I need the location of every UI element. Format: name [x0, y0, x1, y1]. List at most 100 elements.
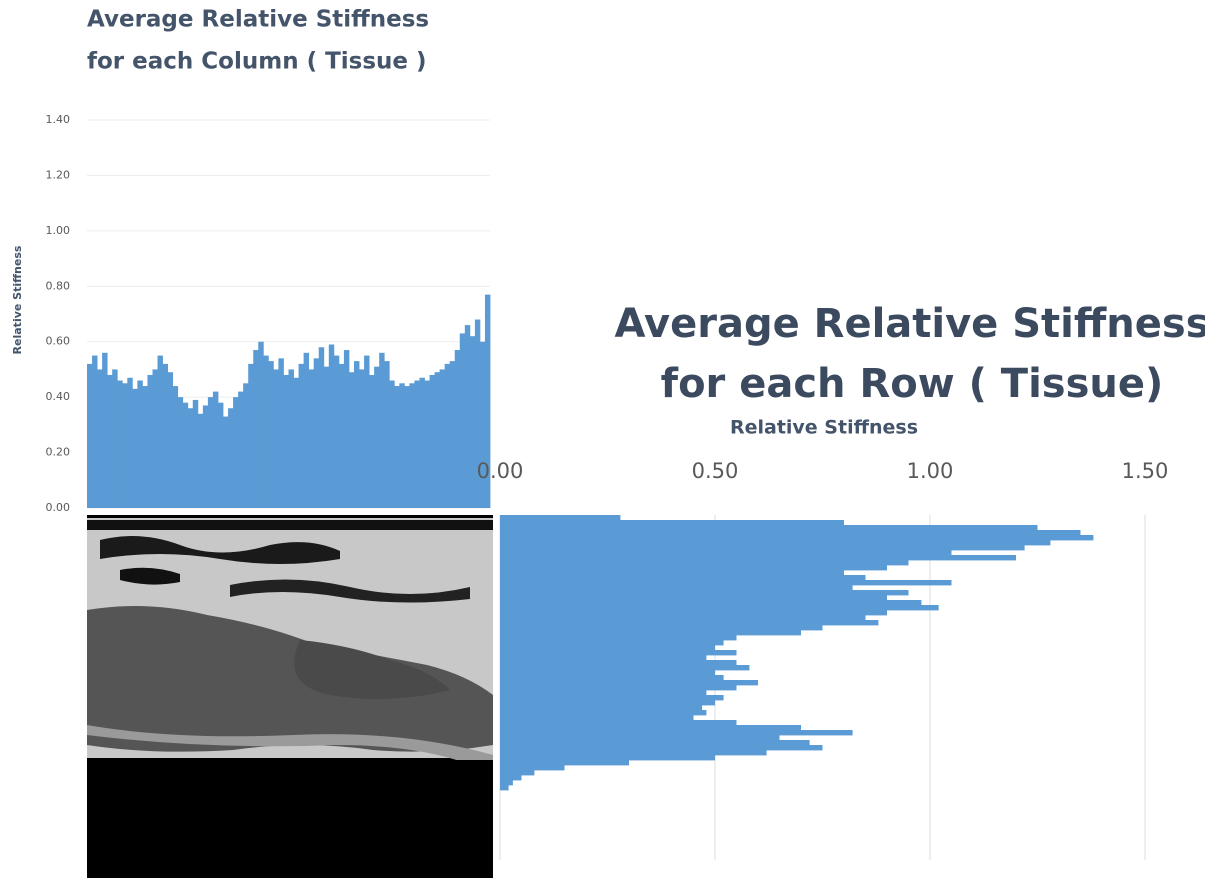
bar: [500, 565, 887, 570]
bar: [122, 383, 127, 508]
bar: [500, 785, 509, 790]
bar: [213, 392, 218, 508]
bar: [359, 369, 364, 508]
bar: [163, 364, 168, 508]
x-tick-label: 0.00: [477, 459, 524, 483]
bar: [500, 585, 853, 590]
bar: [324, 367, 329, 508]
bar: [500, 750, 767, 755]
bar: [309, 369, 314, 508]
bar: [455, 350, 460, 508]
bar: [500, 530, 1081, 535]
bar: [500, 695, 724, 700]
bar: [294, 378, 299, 508]
bar: [500, 540, 1050, 545]
bar: [500, 700, 715, 705]
bar: [500, 610, 887, 615]
bar: [500, 730, 853, 735]
bar: [198, 414, 203, 508]
bar: [127, 378, 132, 508]
bar: [152, 369, 157, 508]
bar: [248, 364, 253, 508]
bar: [389, 381, 394, 508]
x-tick-label: 1.00: [907, 459, 954, 483]
bar: [334, 356, 339, 508]
bar: [228, 408, 233, 508]
bar: [500, 630, 801, 635]
bar: [500, 680, 758, 685]
y-tick-label: 0.00: [46, 501, 71, 514]
bar: [349, 372, 354, 508]
bar: [480, 342, 485, 508]
bar: [500, 670, 715, 675]
bar: [329, 344, 334, 508]
bar: [344, 350, 349, 508]
bar: [500, 580, 952, 585]
bar: [500, 765, 565, 770]
bar: [500, 520, 844, 525]
bar: [419, 378, 424, 508]
x-tick-label: 1.50: [1122, 459, 1169, 483]
bar: [178, 397, 183, 508]
bar: [500, 740, 810, 745]
bar: [379, 353, 384, 508]
bar: [193, 400, 198, 508]
bar: [425, 381, 430, 508]
bar: [500, 735, 780, 740]
x-axis-title: Relative Stiffness: [730, 417, 918, 439]
bar: [500, 770, 534, 775]
bar: [404, 386, 409, 508]
bar: [173, 386, 178, 508]
bar: [500, 685, 737, 690]
bar: [500, 775, 522, 780]
bar: [500, 745, 823, 750]
bar: [500, 755, 715, 760]
bar: [445, 364, 450, 508]
bar: [188, 408, 193, 508]
bar: [500, 675, 724, 680]
bar: [374, 367, 379, 508]
bar: [158, 356, 163, 508]
bar: [500, 710, 706, 715]
bar: [278, 358, 283, 508]
bar: [97, 369, 102, 508]
bar: [112, 369, 117, 508]
page: Average Relative Stiffnessfor each Colum…: [0, 0, 1205, 878]
y-tick-label: 0.20: [46, 446, 71, 459]
bar: [142, 386, 147, 508]
bar: [92, 356, 97, 508]
bar: [500, 515, 620, 520]
bar: [132, 389, 137, 508]
y-tick-label: 0.40: [46, 390, 71, 403]
bar: [414, 381, 419, 508]
chart-title: Average Relative Stiffness: [87, 7, 429, 33]
bar: [409, 383, 414, 508]
bar: [430, 375, 435, 508]
bar: [87, 364, 92, 508]
bar: [319, 347, 324, 508]
bar: [465, 325, 470, 508]
bar: [233, 397, 238, 508]
bar: [369, 375, 374, 508]
bar: [208, 397, 213, 508]
bar: [243, 383, 248, 508]
bar: [500, 615, 866, 620]
bar: [500, 555, 1016, 560]
bar: [500, 590, 909, 595]
bar: [500, 705, 702, 710]
bar: [203, 405, 208, 508]
bar: [339, 364, 344, 508]
bar: [399, 383, 404, 508]
bar: [283, 375, 288, 508]
bar: [268, 361, 273, 508]
bar: [238, 392, 243, 508]
bar: [258, 342, 263, 508]
bar: [500, 650, 737, 655]
bar: [384, 361, 389, 508]
bar: [102, 353, 107, 508]
bar: [218, 403, 223, 508]
y-tick-label: 1.20: [46, 168, 71, 181]
bar: [117, 381, 122, 508]
bar: [304, 353, 309, 508]
bar: [500, 690, 706, 695]
